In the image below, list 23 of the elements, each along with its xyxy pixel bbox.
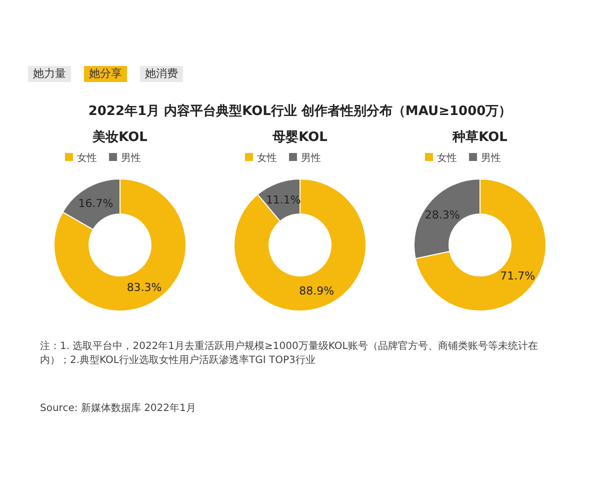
chart-title: 美妆KOL (92, 129, 148, 145)
legend-label: 男性 (481, 152, 501, 164)
donut-slice (234, 178, 366, 312)
text: 她消费 (140, 66, 183, 82)
chart-title: 种草KOL (452, 130, 508, 145)
text: 注：1. 选取平台中，2022年1月去重活跃用户规模≥1000万量级KOL账号（品牌官方号、商铺类账号等未统计在内）；2.典型KOL行业选取女性用户活跃渗透率TGI TOP3行业 (40, 340, 539, 368)
legend-label: 女性 (437, 152, 457, 164)
legend-label: 男性 (301, 152, 321, 164)
legend-label: 男性 (121, 152, 141, 164)
donut-slice (54, 178, 186, 312)
legend-label: 女性 (77, 152, 97, 164)
data-label: 71.7% (500, 270, 536, 283)
source-note: Source: 新媒体数据库 2022年1月 (40, 402, 197, 416)
data-label: 83.3% (126, 280, 162, 294)
data-label: 28.3% (424, 208, 460, 222)
donut-slice (414, 178, 546, 312)
text: 她力量 (28, 66, 71, 82)
text: 她分享 (84, 66, 127, 82)
data-label: 16.7% (78, 197, 114, 210)
legend-label: 女性 (257, 152, 277, 164)
chart-title: 母婴KOL (272, 130, 328, 145)
text: 2022年1月 内容平台典型KOL行业 创作者性别分布（MAU≥1000万） (87, 102, 513, 120)
data-label: 88.9% (299, 284, 334, 298)
